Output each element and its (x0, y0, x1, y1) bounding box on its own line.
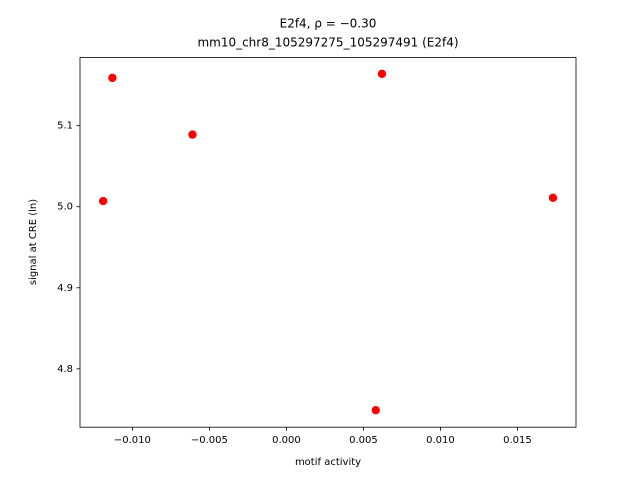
x-tick-label: −0.010 (114, 435, 151, 446)
x-tick-label: 0.015 (503, 435, 532, 446)
chart-subtitle: mm10_chr8_105297275_105297491 (E2f4) (197, 36, 458, 50)
point (371, 405, 380, 415)
y-tick-label: 5.0 (57, 202, 73, 213)
plot-frame (79, 57, 577, 428)
point (188, 130, 197, 139)
y-tick-label: 4.8 (57, 364, 73, 375)
point (548, 193, 558, 203)
x-tick-label: 0.005 (349, 435, 378, 446)
x-axis-label: motif activity (295, 457, 361, 468)
y-tick-label: 5.1 (57, 121, 73, 132)
point (108, 73, 117, 83)
y-axis-label: signal at CRE (ln) (28, 199, 39, 285)
point (377, 69, 387, 79)
y-tick-label: 4.9 (57, 283, 73, 294)
x-tick-label: −0.005 (191, 435, 228, 446)
x-tick-label: 0.010 (426, 435, 455, 446)
chart-title: E2f4, ρ = −0.30 (280, 17, 377, 31)
x-tick-label: 0.000 (272, 435, 301, 446)
point (98, 196, 108, 206)
